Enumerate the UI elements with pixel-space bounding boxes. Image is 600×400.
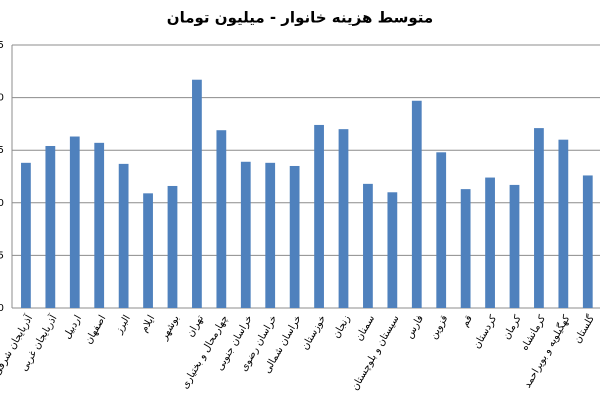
bar bbox=[240, 161, 251, 308]
x-tick-label: اردبیل bbox=[62, 314, 84, 342]
x-tick-label: قم bbox=[460, 313, 475, 329]
x-tick-label: بوشهر bbox=[158, 314, 181, 343]
bar bbox=[192, 79, 202, 308]
bar bbox=[216, 130, 227, 308]
bar bbox=[411, 100, 422, 308]
x-tick-label: فارس bbox=[404, 313, 426, 340]
bar bbox=[436, 152, 447, 308]
bar bbox=[143, 193, 153, 308]
bar bbox=[21, 162, 31, 308]
bar bbox=[167, 185, 178, 308]
bar bbox=[387, 192, 398, 308]
x-tick-label: البرز bbox=[113, 314, 133, 337]
x-tick-label: خوزستان bbox=[300, 314, 329, 352]
bar bbox=[118, 163, 129, 308]
x-tick-label: قزوین bbox=[428, 313, 450, 341]
bar bbox=[534, 128, 544, 308]
chart-title: متوسط هزینه خانوار - میلیون تومان bbox=[167, 9, 433, 27]
x-tick-label: تهران bbox=[185, 313, 206, 339]
bar bbox=[460, 189, 471, 308]
y-tick-label: 20 bbox=[0, 93, 4, 104]
bar bbox=[94, 142, 105, 308]
bar bbox=[509, 184, 520, 308]
bar bbox=[363, 183, 373, 308]
bar bbox=[338, 129, 349, 308]
x-tick-label: سمنان bbox=[354, 314, 377, 343]
bar bbox=[45, 145, 56, 308]
y-tick-label: 5 bbox=[0, 250, 4, 261]
bar bbox=[289, 165, 300, 308]
x-tick-label: سیستان و بلوچستان bbox=[350, 314, 402, 393]
bar bbox=[485, 177, 495, 308]
x-tick-label: ایلام bbox=[139, 314, 157, 335]
x-tick-label: زنجان bbox=[331, 313, 353, 340]
y-tick-label: 10 bbox=[0, 198, 4, 209]
bar bbox=[558, 139, 569, 308]
bar bbox=[314, 124, 324, 309]
bar bbox=[69, 136, 80, 308]
x-tick-label: گلستان bbox=[571, 313, 597, 346]
x-tick-label: کرمان bbox=[501, 313, 524, 341]
y-tick-label: 15 bbox=[0, 145, 4, 156]
x-tick-label: اصفهان bbox=[83, 314, 108, 347]
x-tick-label: کردستان bbox=[471, 313, 499, 350]
bar bbox=[582, 175, 593, 308]
y-tick-label: 25 bbox=[0, 40, 4, 51]
y-tick-label: 0 bbox=[0, 303, 4, 314]
bar bbox=[265, 162, 276, 308]
